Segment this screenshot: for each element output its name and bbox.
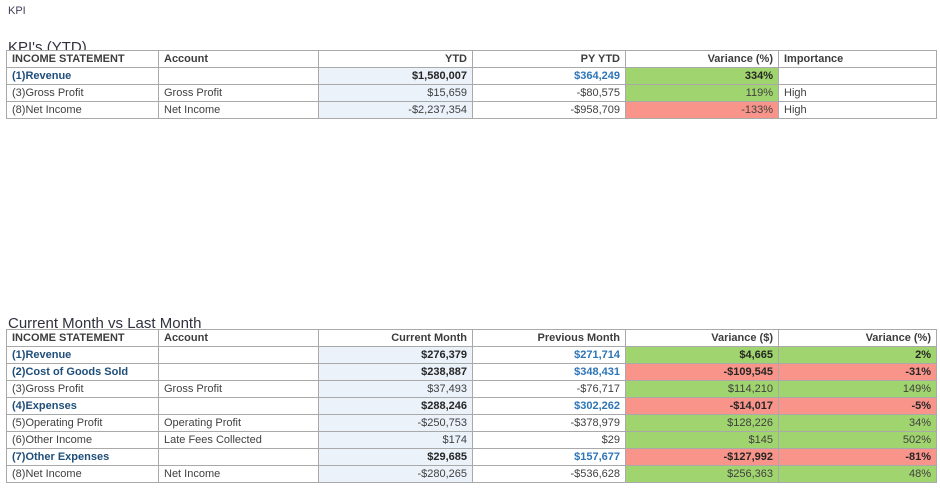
- column-header-importance: Importance: [778, 50, 937, 68]
- column-header-variance-pct: Variance (%): [625, 50, 779, 68]
- ytd-kpi-table: INCOME STATEMENT Account YTD PY YTD Variance…: [6, 50, 937, 119]
- cell-variance-pct: 34%: [778, 414, 937, 432]
- column-header-current-month: Current Month: [318, 329, 473, 347]
- table-row: (8)Net Income Net Income -$280,265 -$536,62…: [6, 465, 937, 483]
- cell-variance-usd: $4,665: [625, 346, 779, 364]
- cell-current-month: $238,887: [318, 363, 473, 381]
- cell-py-ytd: -$80,575: [472, 84, 626, 102]
- cell-variance-pct: 502%: [778, 431, 937, 449]
- cell-importance: High: [778, 84, 937, 102]
- cell-variance-usd: $114,210: [625, 380, 779, 398]
- cell-previous-month: $157,677: [472, 448, 626, 466]
- cell-current-month: -$250,753: [318, 414, 473, 432]
- cell-previous-month: $302,262: [472, 397, 626, 415]
- cell-income-statement: (4)Expenses: [6, 397, 159, 415]
- cell-variance-pct: 48%: [778, 465, 937, 483]
- cell-current-month: $276,379: [318, 346, 473, 364]
- table-row: (3)Gross Profit Gross Profit $37,493 -$76,7…: [6, 380, 937, 398]
- table-row: (4)Expenses $288,246 $302,262 -$14,017 -5%: [6, 397, 937, 415]
- table-row: (6)Other Income Late Fees Collected $174 $2…: [6, 431, 937, 449]
- cell-importance: High: [778, 101, 937, 119]
- cell-account: [158, 363, 319, 381]
- cell-variance-usd: $256,363: [625, 465, 779, 483]
- column-header-income-statement: INCOME STATEMENT: [6, 329, 159, 347]
- column-header-account: Account: [158, 50, 319, 68]
- cell-account: Gross Profit: [158, 84, 319, 102]
- cell-variance-pct: 119%: [625, 84, 779, 102]
- cell-variance-pct: -31%: [778, 363, 937, 381]
- cell-previous-month: -$536,628: [472, 465, 626, 483]
- cell-account: [158, 397, 319, 415]
- cell-variance-usd: -$109,545: [625, 363, 779, 381]
- header-row: INCOME STATEMENT Account Current Month Prev…: [6, 329, 937, 347]
- cell-current-month: $288,246: [318, 397, 473, 415]
- month-section-title: Current Month vs Last Month: [8, 315, 202, 333]
- cell-income-statement: (7)Other Expenses: [6, 448, 159, 466]
- cell-income-statement: (5)Operating Profit: [6, 414, 159, 432]
- column-header-ytd: YTD: [318, 50, 473, 68]
- cell-current-month: $174: [318, 431, 473, 449]
- cell-ytd: $1,580,007: [318, 67, 473, 85]
- cell-variance-usd: $145: [625, 431, 779, 449]
- cell-py-ytd: -$958,709: [472, 101, 626, 119]
- cell-income-statement: (3)Gross Profit: [6, 380, 159, 398]
- cell-current-month: -$280,265: [318, 465, 473, 483]
- table-row: (2)Cost of Goods Sold $238,887 $348,431 -$1…: [6, 363, 937, 381]
- column-header-variance-usd: Variance ($): [625, 329, 779, 347]
- cell-py-ytd: $364,249: [472, 67, 626, 85]
- cell-income-statement: (2)Cost of Goods Sold: [6, 363, 159, 381]
- cell-ytd: -$2,237,354: [318, 101, 473, 119]
- cell-account: [158, 346, 319, 364]
- column-header-account: Account: [158, 329, 319, 347]
- cell-variance-pct: -81%: [778, 448, 937, 466]
- table-row: (8)Net Income Net Income -$2,237,354 -$958,…: [6, 101, 937, 119]
- page-title: KPI: [8, 5, 26, 17]
- cell-importance: [778, 67, 937, 85]
- cell-income-statement: (3)Gross Profit: [6, 84, 159, 102]
- cell-previous-month: -$76,717: [472, 380, 626, 398]
- column-header-py-ytd: PY YTD: [472, 50, 626, 68]
- cell-variance-usd: -$127,992: [625, 448, 779, 466]
- column-header-income-statement: INCOME STATEMENT: [6, 50, 159, 68]
- cell-income-statement: (8)Net Income: [6, 465, 159, 483]
- table-row: (3)Gross Profit Gross Profit $15,659 -$80,5…: [6, 84, 937, 102]
- cell-variance-pct: 334%: [625, 67, 779, 85]
- cell-variance-pct: -133%: [625, 101, 779, 119]
- cell-account: Gross Profit: [158, 380, 319, 398]
- cell-income-statement: (1)Revenue: [6, 346, 159, 364]
- cell-ytd: $15,659: [318, 84, 473, 102]
- table-row: (1)Revenue $276,379 $271,714 $4,665 2%: [6, 346, 937, 364]
- cell-account: Operating Profit: [158, 414, 319, 432]
- cell-previous-month: -$378,979: [472, 414, 626, 432]
- cell-income-statement: (6)Other Income: [6, 431, 159, 449]
- table-row: (7)Other Expenses $29,685 $157,677 -$127,99…: [6, 448, 937, 466]
- cell-account: [158, 67, 319, 85]
- column-header-previous-month: Previous Month: [472, 329, 626, 347]
- cell-variance-pct: 2%: [778, 346, 937, 364]
- cell-account: Net Income: [158, 101, 319, 119]
- cell-account: Late Fees Collected: [158, 431, 319, 449]
- cell-income-statement: (1)Revenue: [6, 67, 159, 85]
- cell-current-month: $29,685: [318, 448, 473, 466]
- cell-account: [158, 448, 319, 466]
- cell-variance-usd: -$14,017: [625, 397, 779, 415]
- cell-account: Net Income: [158, 465, 319, 483]
- cell-current-month: $37,493: [318, 380, 473, 398]
- cell-previous-month: $29: [472, 431, 626, 449]
- cell-variance-pct: -5%: [778, 397, 937, 415]
- header-row: INCOME STATEMENT Account YTD PY YTD Variance…: [6, 50, 937, 68]
- month-comparison-table: INCOME STATEMENT Account Current Month Prev…: [6, 329, 937, 483]
- cell-variance-usd: $128,226: [625, 414, 779, 432]
- table-row: (1)Revenue $1,580,007 $364,249 334%: [6, 67, 937, 85]
- cell-income-statement: (8)Net Income: [6, 101, 159, 119]
- cell-variance-pct: 149%: [778, 380, 937, 398]
- cell-previous-month: $271,714: [472, 346, 626, 364]
- cell-previous-month: $348,431: [472, 363, 626, 381]
- table-row: (5)Operating Profit Operating Profit -$250…: [6, 414, 937, 432]
- column-header-variance-pct: Variance (%): [778, 329, 937, 347]
